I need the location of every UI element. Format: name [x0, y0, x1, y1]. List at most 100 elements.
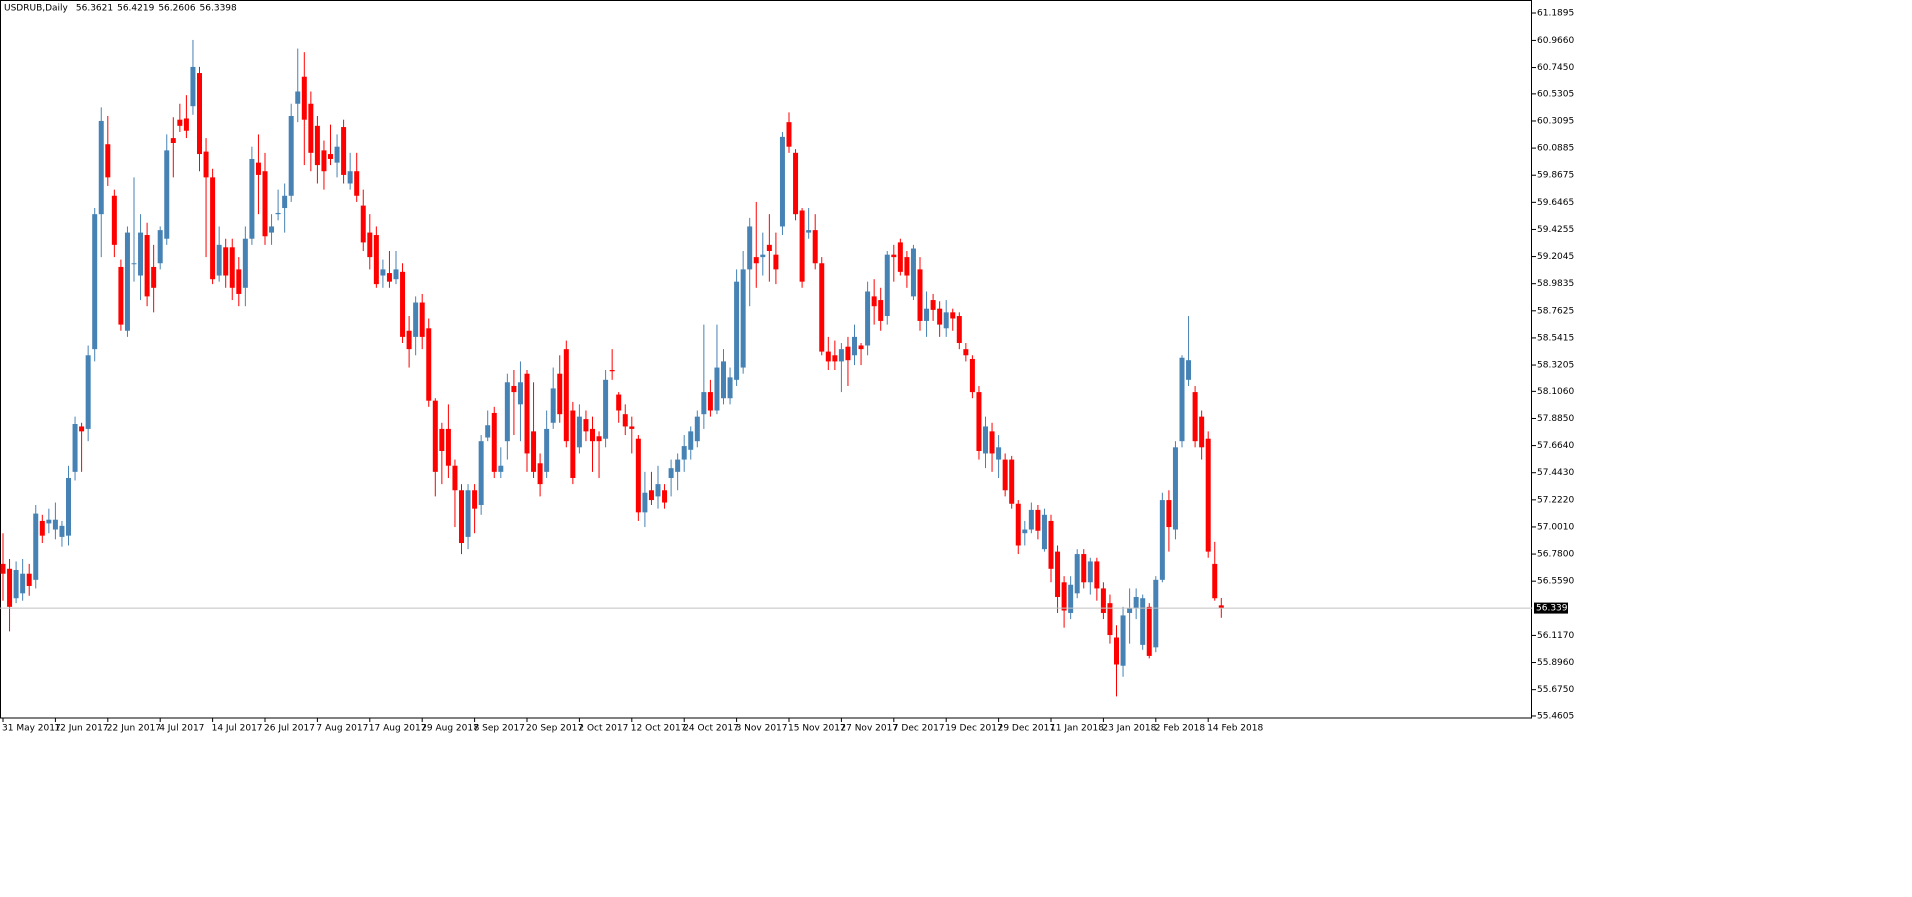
candle-body — [301, 76, 307, 120]
candle-body — [779, 136, 785, 227]
header-low: 56.2606 — [158, 4, 195, 14]
candle-body — [1028, 509, 1034, 530]
candle-body — [694, 416, 700, 442]
candle-body — [1055, 551, 1061, 598]
candle-body — [1087, 561, 1093, 583]
candle-body — [138, 232, 144, 276]
candle-body — [334, 146, 340, 163]
candle-body — [170, 138, 176, 144]
candle-body — [288, 116, 294, 196]
candle-body — [629, 426, 635, 429]
candle-body — [321, 150, 327, 172]
y-tick-label: 56.1170 — [1537, 631, 1574, 641]
x-tick-label: 7 Dec 2017 — [893, 724, 945, 734]
candle-body — [314, 125, 320, 166]
x-tick-label: 4 Jul 2017 — [159, 724, 204, 734]
candle-body — [648, 490, 654, 501]
candle-body — [269, 226, 275, 233]
candle-body — [1192, 392, 1198, 442]
candle-body — [590, 428, 595, 442]
candle-body — [1041, 514, 1047, 550]
candle-body — [223, 247, 229, 276]
candle-body — [989, 431, 995, 454]
y-tick-label: 59.2045 — [1537, 252, 1574, 262]
candle-body — [1199, 416, 1205, 448]
candle-body — [7, 568, 13, 607]
candle-body — [871, 296, 877, 307]
candle-body — [983, 426, 988, 454]
candle-body — [380, 269, 386, 276]
candle-body — [832, 355, 838, 362]
candle-body — [1140, 598, 1146, 645]
candle-body — [1212, 563, 1218, 599]
candle-body — [891, 254, 897, 258]
candle-body — [603, 379, 609, 439]
x-tick-label: 22 Jun 2017 — [107, 724, 161, 734]
y-tick-label: 57.8850 — [1537, 414, 1574, 424]
candle-body — [26, 573, 32, 586]
candle-body — [216, 244, 222, 276]
candle-body — [963, 349, 969, 356]
candle-body — [46, 519, 52, 524]
candle-body — [33, 513, 39, 580]
y-tick-label: 59.4255 — [1537, 225, 1574, 235]
y-tick-label: 56.7800 — [1537, 550, 1574, 560]
candle-body — [1159, 500, 1165, 580]
candle-body — [413, 302, 419, 337]
candle-body — [668, 468, 674, 478]
candle-body — [1002, 459, 1008, 491]
candle-body — [465, 490, 471, 537]
candle-body — [262, 171, 268, 237]
y-tick-label: 60.7450 — [1537, 63, 1574, 73]
candle-body — [452, 465, 458, 491]
candle-body — [242, 238, 248, 288]
candle-body — [799, 210, 805, 282]
candle-body — [1205, 438, 1211, 552]
candle-body — [884, 254, 890, 317]
candle-body — [1081, 554, 1087, 583]
candle-body — [105, 144, 111, 178]
candle-body — [98, 120, 104, 215]
candle-body — [537, 463, 543, 485]
candle-body — [760, 254, 766, 258]
candle-body — [197, 73, 202, 155]
x-tick-label: 19 Dec 2017 — [945, 724, 1003, 734]
candle-body — [164, 150, 170, 239]
candle-body — [1133, 597, 1139, 609]
candle-body — [1061, 582, 1067, 611]
candle-body — [485, 425, 491, 438]
candle-body — [445, 428, 451, 466]
x-tick-label: 2 Oct 2017 — [578, 724, 628, 734]
candle-body — [229, 247, 235, 288]
candle-body — [360, 205, 366, 243]
x-tick-label: 27 Nov 2017 — [840, 724, 898, 734]
candle-body — [72, 423, 78, 472]
candle-body — [426, 328, 432, 401]
candle-body — [956, 316, 962, 344]
candle-body — [1179, 357, 1185, 442]
candle-body — [707, 392, 713, 411]
candle-body — [819, 263, 825, 352]
candle-body — [688, 431, 694, 450]
candle-body — [249, 158, 255, 239]
candle-body — [655, 484, 661, 497]
y-tick-label: 60.9660 — [1537, 36, 1574, 46]
candle-body — [517, 382, 523, 405]
candle-body — [328, 154, 333, 159]
candle-body — [111, 195, 117, 245]
candle-body — [1015, 503, 1021, 546]
candle-body — [753, 257, 759, 264]
candle-body — [66, 477, 71, 536]
candle-body — [675, 459, 681, 472]
candle-body — [531, 431, 537, 472]
y-tick-label: 61.1895 — [1537, 9, 1574, 19]
candle-body — [917, 269, 923, 321]
y-tick-label: 58.5415 — [1537, 333, 1574, 343]
x-tick-label: 8 Sep 2017 — [474, 724, 525, 734]
y-tick-label: 60.5305 — [1537, 89, 1574, 99]
candle-body — [642, 492, 648, 513]
plot-frame — [0, 0, 1532, 719]
y-tick-label: 57.4430 — [1537, 468, 1574, 478]
x-tick-label: 12 Jun 2017 — [54, 724, 108, 734]
